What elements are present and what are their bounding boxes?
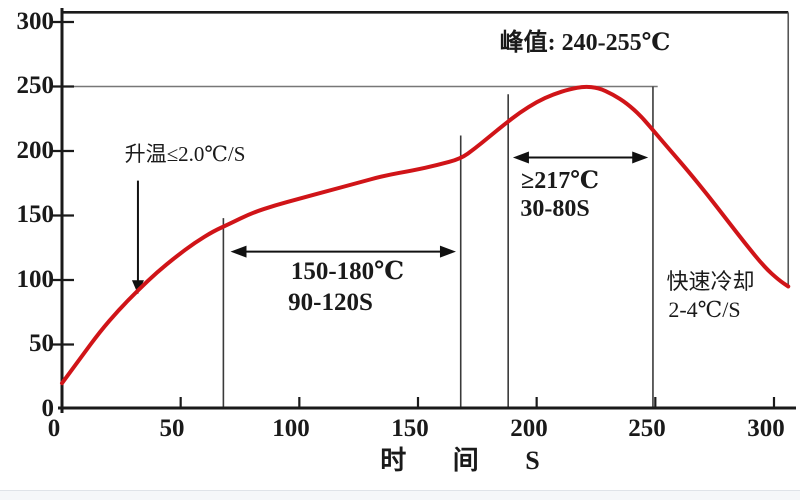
y-tick-label-150: 150: [16, 201, 55, 228]
x-tick-label-200: 200: [510, 415, 548, 442]
peak-value-annotation: 峰值: 240-255℃: [499, 30, 671, 56]
arrowhead-icon: [439, 245, 456, 258]
x-tick-label-50: 50: [159, 415, 185, 442]
x-tick-label-0: 0: [47, 415, 61, 442]
x-tick-label-250: 250: [628, 415, 666, 442]
cooling-rate-annotation: 2-4℃/S: [668, 297, 741, 322]
x-tick-label-150: 150: [391, 415, 429, 442]
arrowhead-icon: [230, 245, 247, 258]
page-footer-strip: [0, 490, 800, 500]
time-above-liquidus-temp-annotation: ≥217℃: [521, 168, 599, 194]
soak-time-annotation: 90-120S: [288, 289, 373, 316]
ramp-rate-annotation: 升温≤2.0℃/S: [124, 142, 246, 166]
temperature-curve: [60, 84, 791, 386]
y-tick-label-50: 50: [29, 330, 54, 357]
y-tick-label-250: 250: [16, 72, 55, 99]
x-axis-title: 时 间 S: [380, 446, 560, 475]
arrowhead-icon: [632, 151, 649, 164]
y-tick-label-0: 0: [41, 395, 55, 422]
y-tick-label-200: 200: [16, 137, 55, 164]
x-tick-label-100: 100: [272, 415, 310, 442]
soak-temp-annotation: 150-180℃: [290, 258, 405, 285]
y-tick-label-100: 100: [16, 266, 55, 293]
rapid-cooling-annotation: 快速冷却: [666, 269, 755, 294]
arrowhead-icon: [512, 151, 529, 164]
y-tick-label-300: 300: [16, 8, 55, 35]
time-above-liquidus-time-annotation: 30-80S: [520, 196, 590, 222]
arrowhead-icon: [131, 280, 144, 295]
x-tick-label-300: 300: [747, 415, 785, 442]
